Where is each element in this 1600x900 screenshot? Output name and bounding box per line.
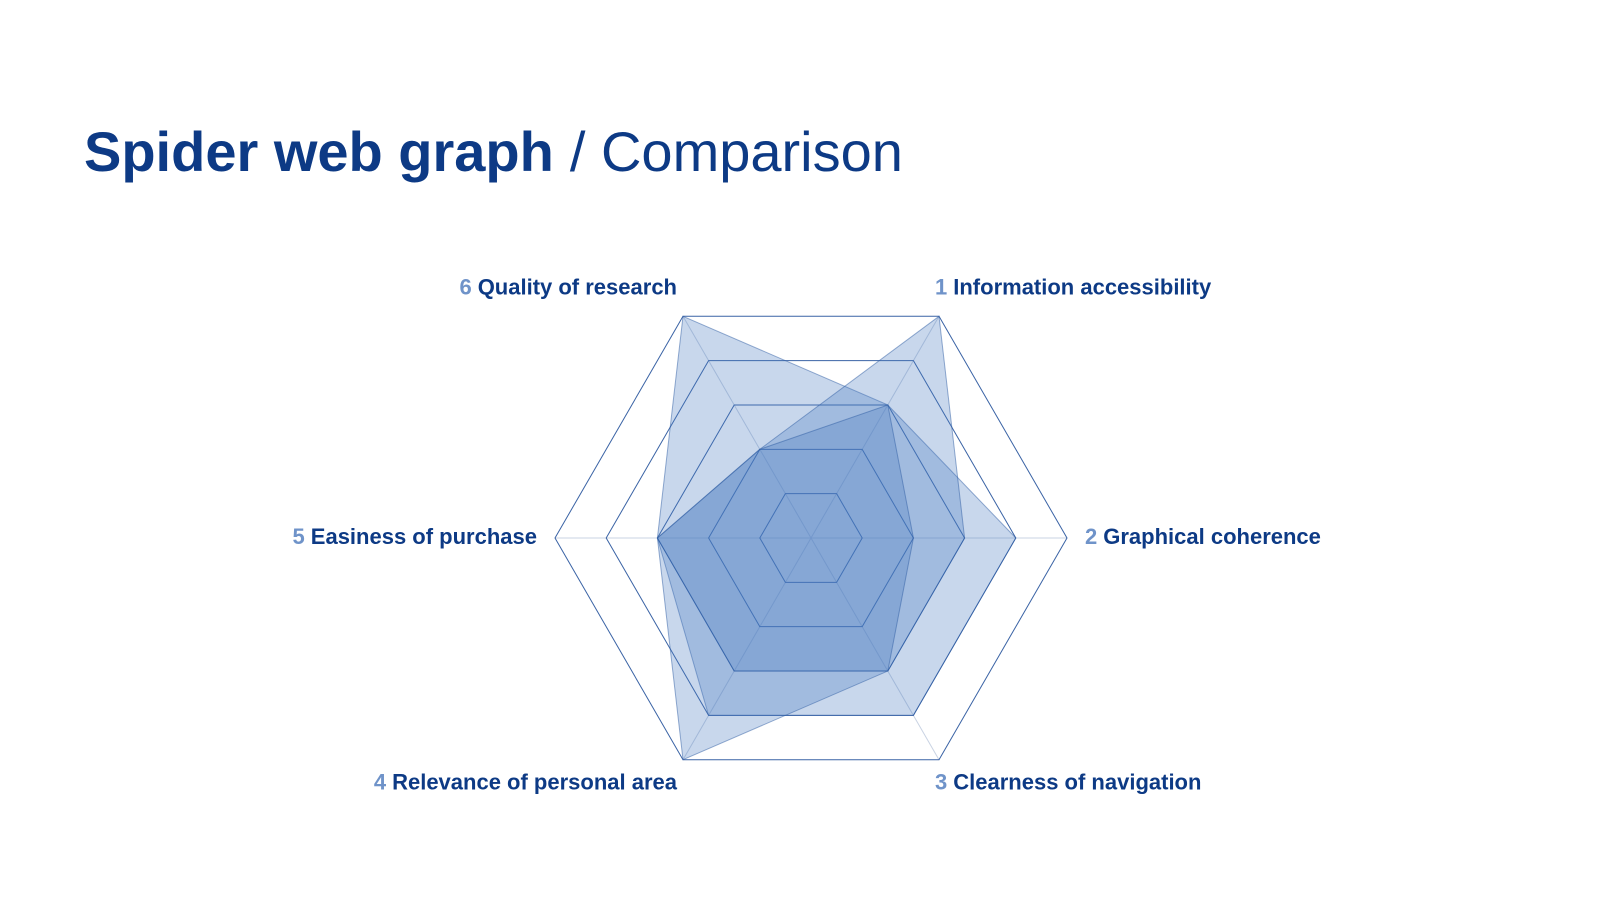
title-line: Spider web graph / Comparison — [84, 120, 903, 183]
axis-label: 2 Graphical coherence — [1085, 524, 1321, 549]
axis-name: Quality of research — [478, 274, 677, 299]
spoke — [682, 537, 812, 760]
axis-name: Easiness of purchase — [311, 524, 537, 549]
chart-subtitle: / Comparison — [570, 120, 903, 183]
axis-label: 6 Quality of research — [459, 274, 677, 299]
axis-label: 1 Information accessibility — [935, 274, 1212, 299]
grid-ring — [759, 493, 863, 583]
spoke — [810, 316, 940, 539]
axis-label: 4 Relevance of personal area — [374, 770, 678, 795]
axis-name: Clearness of navigation — [953, 770, 1201, 795]
axis-name: Relevance of personal area — [392, 770, 678, 795]
labels: 1 Information accessibility 2 Graphical coh… — [293, 274, 1321, 794]
axis-number: 4 — [374, 770, 387, 795]
axis-label: 3 Clearness of navigation — [935, 770, 1201, 795]
axis-number: 3 — [935, 770, 947, 795]
axis-label: 5 Easiness of purchase — [293, 524, 537, 549]
series-area — [656, 315, 1017, 716]
axis-number: 5 — [293, 524, 305, 549]
series-area — [656, 404, 914, 672]
spoke — [810, 537, 940, 760]
axis-name: Graphical coherence — [1103, 524, 1321, 549]
axis-number: 1 — [935, 274, 947, 299]
spoke — [682, 316, 812, 539]
axis-number: 6 — [459, 274, 471, 299]
chart-title: Spider web graph — [84, 120, 554, 183]
axis-number: 2 — [1085, 524, 1097, 549]
axis-name: Information accessibility — [953, 274, 1212, 299]
areas — [656, 315, 1017, 761]
